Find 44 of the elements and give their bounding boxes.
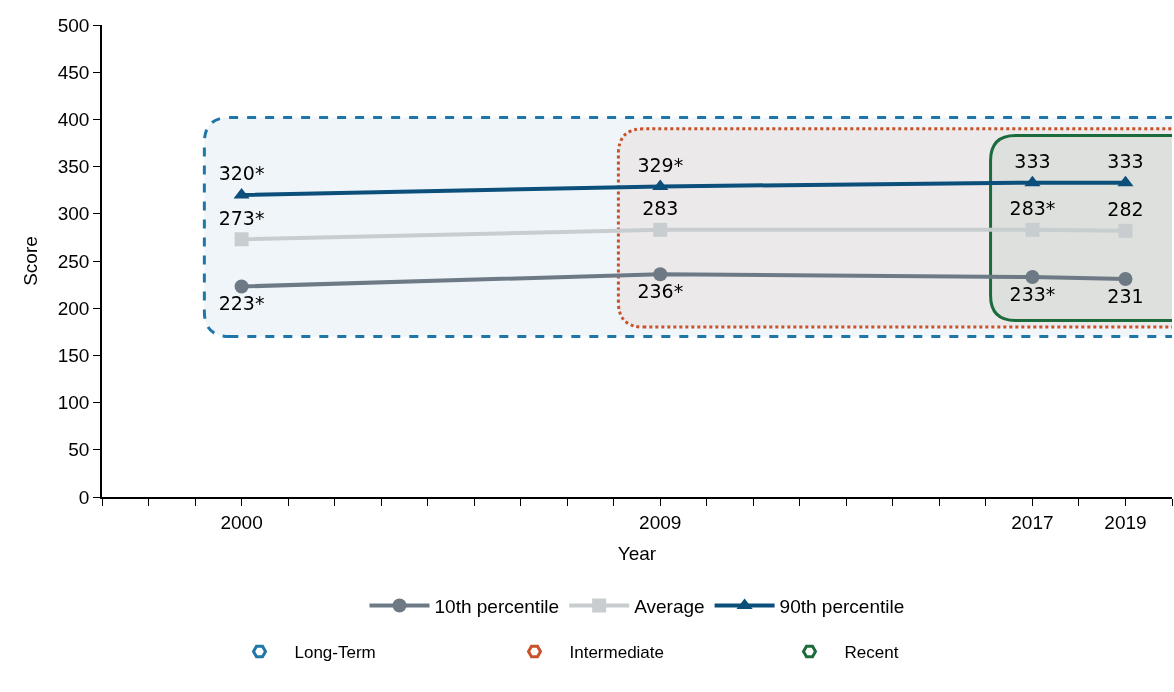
y-tick-label: 200 xyxy=(57,297,90,319)
point xyxy=(653,267,668,282)
point xyxy=(233,187,250,199)
x-tick-label: 2019 xyxy=(1104,511,1147,533)
point xyxy=(1024,175,1041,187)
data-label: 231 xyxy=(1107,284,1144,307)
y-tick-label: 450 xyxy=(57,61,90,83)
x-tick-label: 2017 xyxy=(1011,511,1054,533)
x-tick-label: 2009 xyxy=(639,511,682,533)
data-label: 333 xyxy=(1107,150,1144,173)
legend-label: Recent xyxy=(844,643,899,663)
data-label: 223* xyxy=(218,292,265,315)
y-tick-label: 50 xyxy=(68,439,90,461)
y-tick-label: 0 xyxy=(78,486,90,508)
point xyxy=(234,279,249,294)
data-label: 329* xyxy=(637,153,684,176)
y-tick-label: 300 xyxy=(57,203,90,225)
x-axis-title: Year xyxy=(617,542,657,564)
point xyxy=(1117,175,1134,187)
y-tick-label: 350 xyxy=(57,156,90,178)
legend-label: Intermediate xyxy=(569,643,664,663)
point xyxy=(653,222,668,237)
y-tick-label: 400 xyxy=(57,109,90,131)
x-tick-label: 2000 xyxy=(220,511,263,533)
y-axis-title: Score xyxy=(20,236,42,286)
y-tick-label: 100 xyxy=(57,392,90,414)
data-label: 283* xyxy=(1009,197,1056,220)
point xyxy=(234,232,249,247)
y-tick-label: 500 xyxy=(57,14,90,36)
legend-label: 90th percentile xyxy=(779,595,905,617)
data-label: 283 xyxy=(642,197,679,220)
legend-label: 10th percentile xyxy=(434,595,560,617)
y-tick-label: 250 xyxy=(57,250,90,272)
data-label: 236* xyxy=(637,280,684,303)
y-tick-label: 150 xyxy=(57,345,90,367)
data-label: 333 xyxy=(1014,150,1051,173)
data-label: 320* xyxy=(218,162,265,185)
data-label: 273* xyxy=(218,206,265,229)
data-label: 282 xyxy=(1107,198,1144,221)
point xyxy=(1025,270,1040,285)
legend-label: Average xyxy=(634,595,705,617)
data-label: 233* xyxy=(1009,283,1056,306)
legend-label: Long-Term xyxy=(294,643,376,663)
point xyxy=(1118,271,1133,286)
